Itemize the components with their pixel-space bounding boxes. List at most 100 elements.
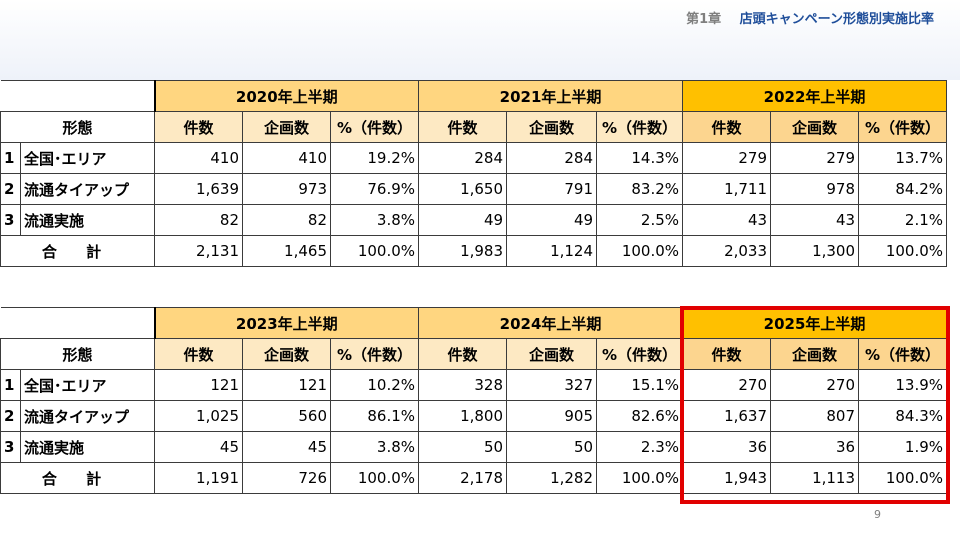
- table-2020-2022: 2020年上半期 2021年上半期 2022年上半期 形態 件数 企画数 %（件…: [0, 80, 948, 267]
- cell: 76.9%: [329, 173, 420, 205]
- cell: 328: [418, 369, 508, 401]
- total-cell: 2,033: [682, 235, 772, 267]
- period-header: 2020年上半期: [153, 80, 420, 112]
- cell: 45: [242, 431, 331, 463]
- row-number: 3: [0, 204, 21, 236]
- cell: 279: [770, 142, 860, 174]
- table-row: 3 流通実施 45 45 3.8% 50 50 2.3% 36 36 1.9%: [0, 431, 948, 463]
- cell: 15.1%: [596, 369, 684, 401]
- period-header: 2025年上半期: [682, 307, 948, 339]
- type-header: 形態: [0, 338, 155, 370]
- cell: 791: [506, 173, 598, 205]
- cell: 2.1%: [858, 204, 948, 236]
- table-row: 2 流通タイアップ 1,639 973 76.9% 1,650 791 83.2…: [0, 173, 948, 205]
- column-header-row: 形態 件数 企画数 %（件数） 件数 企画数 %（件数） 件数 企画数 %（件数…: [0, 338, 948, 370]
- cell: 50: [418, 431, 508, 463]
- cell: 36: [682, 431, 772, 463]
- cell: 1,650: [418, 173, 508, 205]
- cell: 1,711: [682, 173, 772, 205]
- column-header-row: 形態 件数 企画数 %（件数） 件数 企画数 %（件数） 件数 企画数 %（件数…: [0, 111, 948, 143]
- col-count-header: 件数: [154, 111, 243, 143]
- total-cell: 1,282: [506, 462, 598, 494]
- cell: 43: [770, 204, 860, 236]
- cell: 84.2%: [858, 173, 948, 205]
- col-count-header: 件数: [682, 111, 772, 143]
- total-cell: 1,113: [770, 462, 860, 494]
- total-cell: 100.0%: [329, 235, 420, 267]
- period-header: 2023年上半期: [153, 307, 420, 339]
- row-number: 2: [0, 400, 21, 432]
- col-pct-header: %（件数）: [596, 338, 684, 370]
- cell: 3.8%: [329, 431, 420, 463]
- total-cell: 1,300: [770, 235, 860, 267]
- period-header: 2022年上半期: [682, 80, 948, 112]
- row-number: 1: [0, 369, 21, 401]
- slide-header: 第1章 店頭キャンペーン形態別実施比率: [686, 8, 934, 27]
- cell: 2.3%: [596, 431, 684, 463]
- cell: 1,800: [418, 400, 508, 432]
- cell: 36: [770, 431, 860, 463]
- total-cell: 100.0%: [858, 235, 948, 267]
- row-label: 流通実施: [20, 431, 155, 463]
- row-label: 流通タイアップ: [20, 400, 155, 432]
- cell: 1.9%: [858, 431, 948, 463]
- col-plans-header: 企画数: [242, 111, 331, 143]
- cell: 560: [242, 400, 331, 432]
- cell: 13.9%: [858, 369, 948, 401]
- col-pct-header: %（件数）: [329, 111, 420, 143]
- cell: 807: [770, 400, 860, 432]
- col-count-header: 件数: [418, 111, 508, 143]
- row-label: 全国･エリア: [20, 142, 155, 174]
- total-cell: 726: [242, 462, 331, 494]
- table-row: 2 流通タイアップ 1,025 560 86.1% 1,800 905 82.6…: [0, 400, 948, 432]
- cell: 973: [242, 173, 331, 205]
- col-plans-header: 企画数: [506, 338, 598, 370]
- cell: 121: [154, 369, 243, 401]
- total-cell: 100.0%: [858, 462, 948, 494]
- page-number: 9: [874, 508, 881, 521]
- period-header-row: 2023年上半期 2024年上半期 2025年上半期: [0, 307, 948, 339]
- cell: 50: [506, 431, 598, 463]
- cell: 45: [154, 431, 243, 463]
- row-number: 3: [0, 431, 21, 463]
- total-cell: 1,191: [154, 462, 243, 494]
- cell: 82: [154, 204, 243, 236]
- col-count-header: 件数: [418, 338, 508, 370]
- total-cell: 2,131: [154, 235, 243, 267]
- cell: 1,637: [682, 400, 772, 432]
- period-header: 2021年上半期: [418, 80, 684, 112]
- corner-cell: [0, 80, 156, 112]
- total-label: 合 計: [0, 235, 155, 267]
- cell: 410: [154, 142, 243, 174]
- total-cell: 100.0%: [596, 235, 684, 267]
- cell: 14.3%: [596, 142, 684, 174]
- total-cell: 2,178: [418, 462, 508, 494]
- cell: 284: [506, 142, 598, 174]
- col-pct-header: %（件数）: [858, 338, 948, 370]
- table-row: 3 流通実施 82 82 3.8% 49 49 2.5% 43 43 2.1%: [0, 204, 948, 236]
- total-row: 合 計 1,191 726 100.0% 2,178 1,282 100.0% …: [0, 462, 948, 494]
- table-row: 1 全国･エリア 410 410 19.2% 284 284 14.3% 279…: [0, 142, 948, 174]
- total-cell: 1,465: [242, 235, 331, 267]
- cell: 82: [242, 204, 331, 236]
- cell: 86.1%: [329, 400, 420, 432]
- cell: 327: [506, 369, 598, 401]
- cell: 270: [770, 369, 860, 401]
- cell: 43: [682, 204, 772, 236]
- total-row: 合 計 2,131 1,465 100.0% 1,983 1,124 100.0…: [0, 235, 948, 267]
- period-header-row: 2020年上半期 2021年上半期 2022年上半期: [0, 80, 948, 112]
- cell: 270: [682, 369, 772, 401]
- col-plans-header: 企画数: [770, 338, 860, 370]
- col-pct-header: %（件数）: [858, 111, 948, 143]
- col-plans-header: 企画数: [506, 111, 598, 143]
- cell: 84.3%: [858, 400, 948, 432]
- slide-title: 店頭キャンペーン形態別実施比率: [739, 12, 934, 27]
- col-pct-header: %（件数）: [329, 338, 420, 370]
- cell: 2.5%: [596, 204, 684, 236]
- cell: 82.6%: [596, 400, 684, 432]
- total-cell: 1,983: [418, 235, 508, 267]
- cell: 1,639: [154, 173, 243, 205]
- table-2023-2025: 2023年上半期 2024年上半期 2025年上半期 形態 件数 企画数 %（件…: [0, 307, 948, 494]
- table-row: 1 全国･エリア 121 121 10.2% 328 327 15.1% 270…: [0, 369, 948, 401]
- row-number: 2: [0, 173, 21, 205]
